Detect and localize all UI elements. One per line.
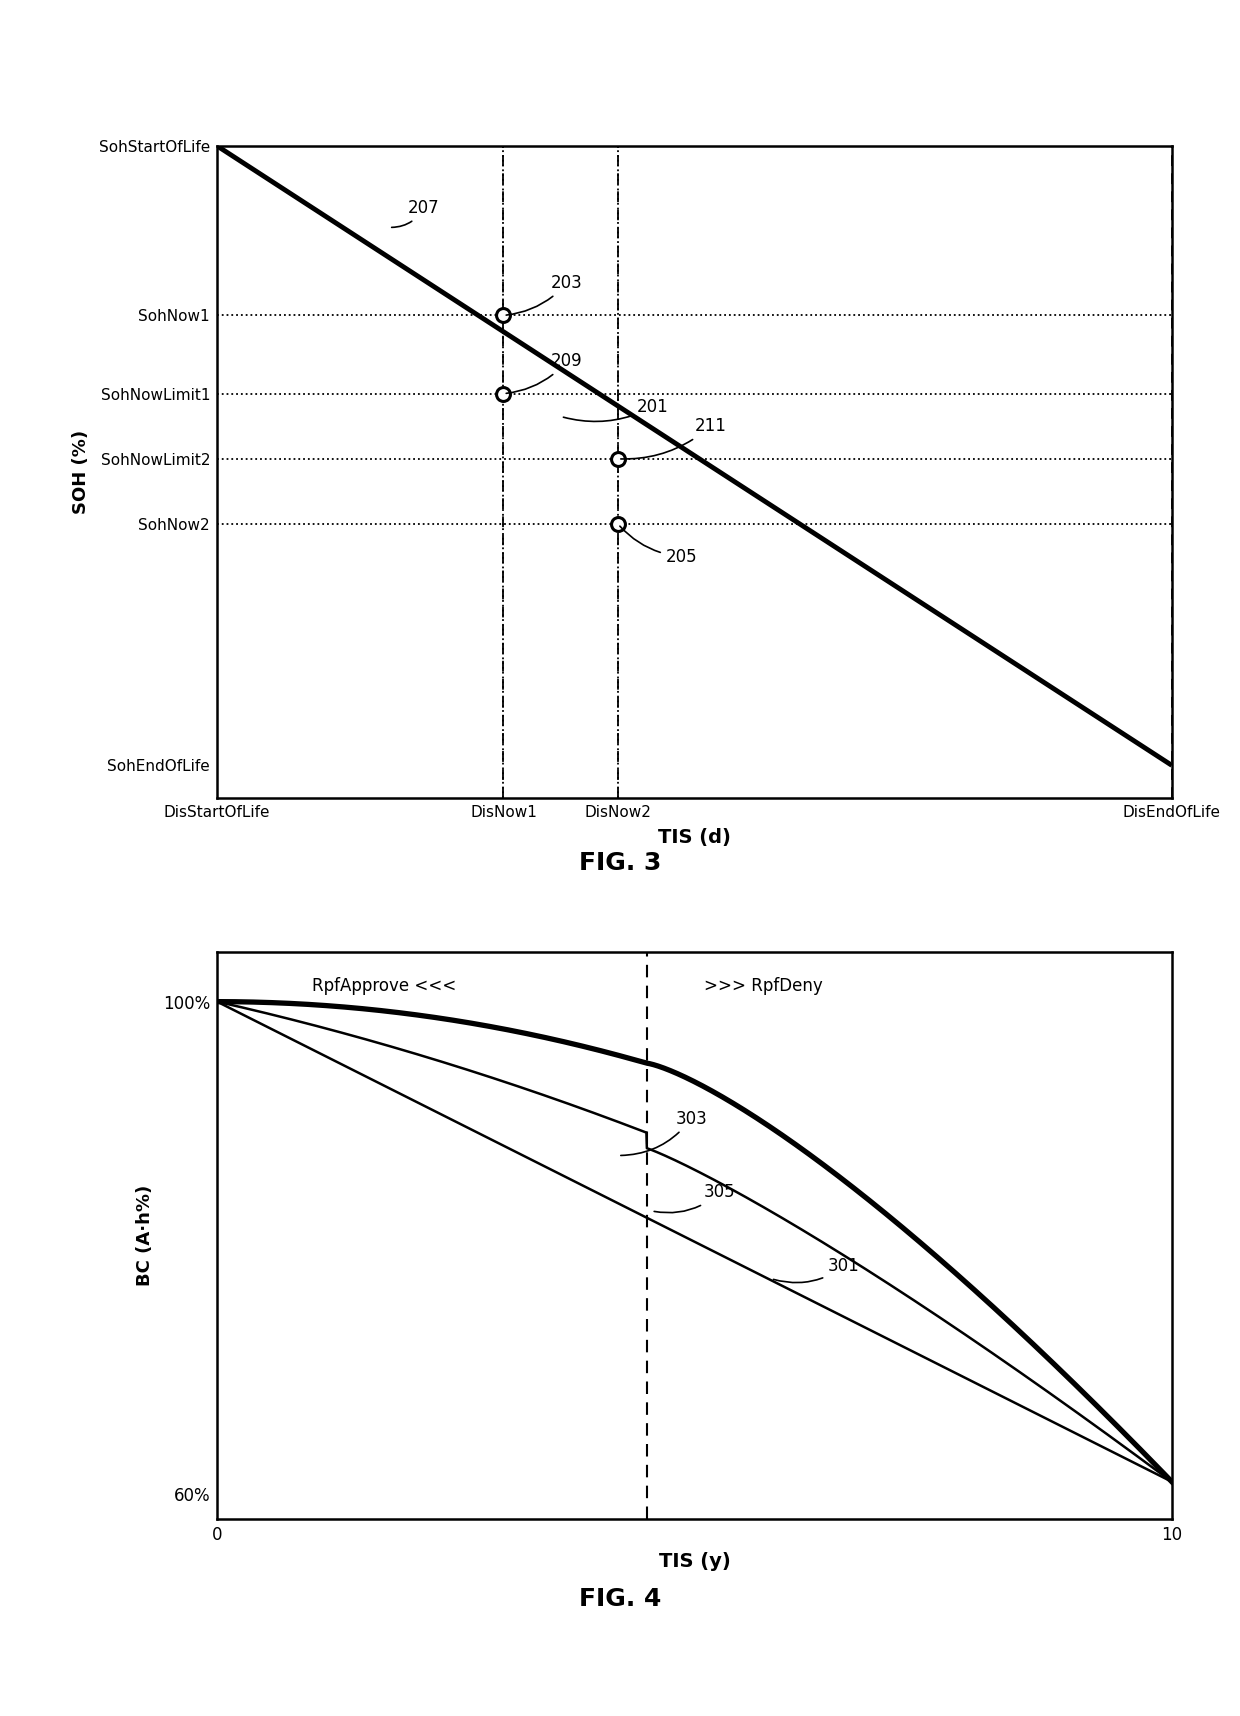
Text: 303: 303 — [621, 1110, 707, 1155]
Text: FIG. 4: FIG. 4 — [579, 1587, 661, 1611]
Text: 211: 211 — [621, 417, 727, 458]
Text: 207: 207 — [392, 199, 440, 228]
X-axis label: TIS (d): TIS (d) — [658, 829, 730, 848]
Text: 209: 209 — [506, 352, 583, 393]
Text: 201: 201 — [563, 398, 668, 422]
X-axis label: TIS (y): TIS (y) — [658, 1551, 730, 1570]
Text: 305: 305 — [655, 1184, 735, 1213]
Text: RpfApprove <<<: RpfApprove <<< — [312, 978, 456, 995]
Text: 203: 203 — [506, 275, 583, 316]
Text: >>> RpfDeny: >>> RpfDeny — [704, 978, 822, 995]
Text: FIG. 3: FIG. 3 — [579, 851, 661, 875]
Text: 301: 301 — [774, 1258, 859, 1282]
Y-axis label: SOH (%): SOH (%) — [72, 429, 91, 515]
Text: 205: 205 — [620, 527, 697, 566]
Y-axis label: BC (A·h%): BC (A·h%) — [136, 1184, 155, 1287]
